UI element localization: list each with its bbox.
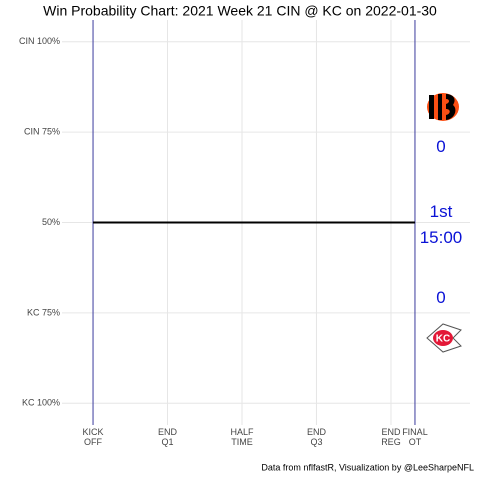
clock: 15:00 — [419, 228, 463, 247]
y-tick-label: KC 75% — [27, 307, 60, 317]
chart-title: Win Probability Chart: 2021 Week 21 CIN … — [43, 3, 437, 19]
y-tick-label: CIN 100% — [19, 36, 60, 46]
y-tick-label: CIN 75% — [24, 126, 60, 136]
cin-logo — [427, 93, 459, 121]
x-tick-label: HALF TIME — [230, 427, 254, 447]
svg-text:KC: KC — [436, 334, 450, 345]
home-score: 0 — [436, 288, 446, 307]
y-tick-label: 50% — [42, 217, 60, 227]
y-tick-label: KC 100% — [22, 398, 60, 408]
kc-logo: KC — [426, 323, 462, 353]
x-tick-label: KICK OFF — [82, 427, 104, 447]
x-tick-label: END REG — [381, 427, 401, 447]
caption: Data from nflfastR, Visualization by @Le… — [261, 462, 474, 472]
away-score: 0 — [436, 137, 446, 156]
x-tick-label: END Q1 — [158, 427, 178, 447]
quarter: 1st — [429, 202, 453, 221]
x-tick-label: END Q3 — [306, 427, 326, 447]
x-tick-label: FINAL OT — [402, 427, 428, 447]
